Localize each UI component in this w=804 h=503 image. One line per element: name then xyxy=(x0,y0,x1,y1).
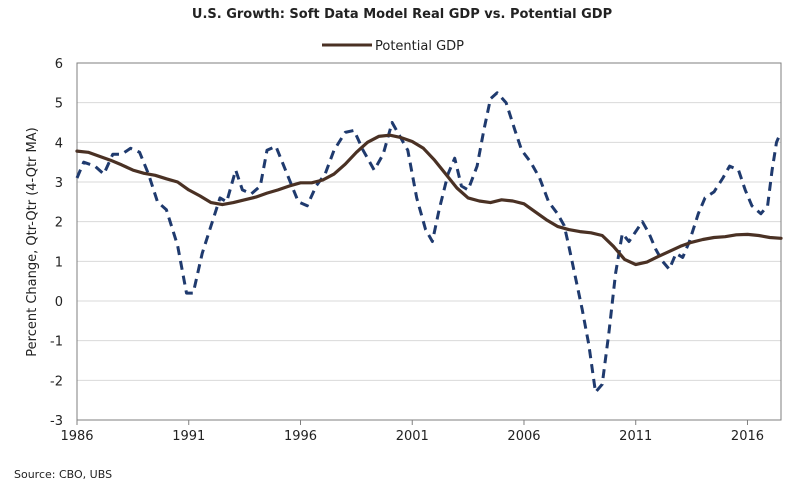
y-tick-label: -1 xyxy=(50,335,63,350)
x-tick-label: 1986 xyxy=(60,429,93,444)
series-line-soft-data-model-real-gdp xyxy=(75,91,782,394)
series-line-potential-gdp xyxy=(75,133,783,267)
plot-border xyxy=(76,62,782,421)
y-tick-label: 5 xyxy=(55,97,63,112)
x-tick-label: 1991 xyxy=(172,429,205,444)
x-tick-label: 2006 xyxy=(507,429,540,444)
grid xyxy=(77,62,781,421)
plot-frame xyxy=(76,62,782,421)
chart-title: U.S. Growth: Soft Data Model Real GDP vs… xyxy=(192,7,612,22)
x-tick-label: 2001 xyxy=(396,429,429,444)
x-axis: 1986 1991 1996 2001 2006 2011 2016 xyxy=(60,420,764,444)
x-tick-label: 2016 xyxy=(731,429,764,444)
x-tick-label: 1996 xyxy=(284,429,317,444)
y-axis: -3 -2 -1 0 1 2 3 4 5 6 xyxy=(50,57,63,429)
y-tick-label: 4 xyxy=(55,136,63,151)
x-tick-label: 2011 xyxy=(619,429,652,444)
y-tick-label: 2 xyxy=(55,216,63,231)
legend: Potential GDP xyxy=(322,39,464,54)
source-note: Source: CBO, UBS xyxy=(14,468,112,481)
legend-label-potential-gdp: Potential GDP xyxy=(375,39,464,54)
y-tick-label: 1 xyxy=(55,255,63,270)
y-tick-label: 6 xyxy=(55,57,63,72)
y-axis-title: Percent Change, Qtr-Qtr (4-Qtr MA) xyxy=(25,127,40,356)
y-tick-label: 3 xyxy=(55,176,63,191)
y-tick-label: -3 xyxy=(50,414,63,429)
y-tick-label: -2 xyxy=(50,374,63,389)
y-tick-label: 0 xyxy=(55,295,63,310)
series xyxy=(75,91,783,394)
